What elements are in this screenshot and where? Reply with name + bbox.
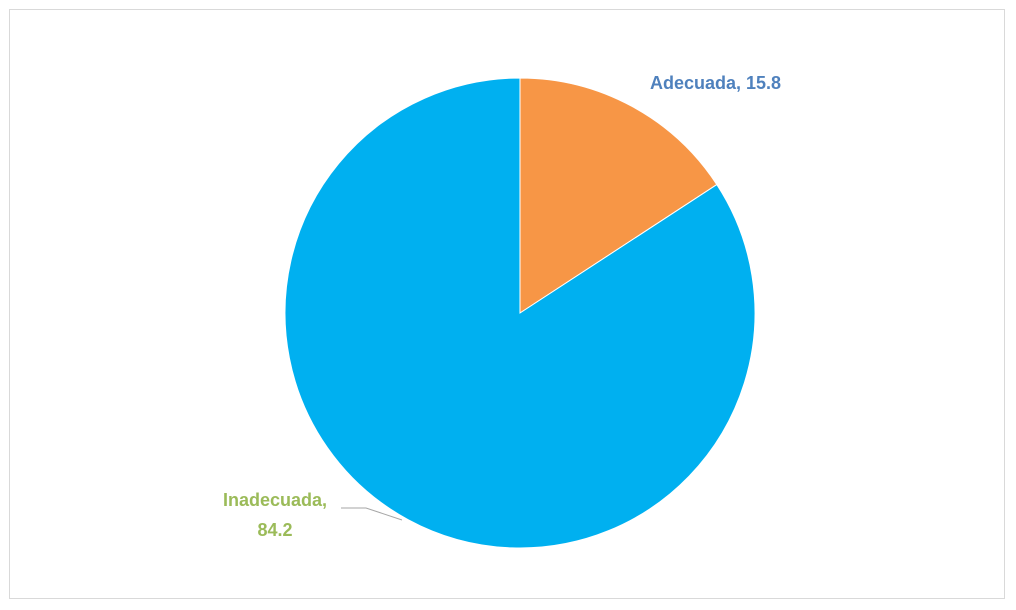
pie-slices: [284, 77, 756, 549]
pie-slice-inadecuada: [284, 77, 756, 549]
label-inadecuada-line1: Inadecuada,: [223, 490, 327, 510]
pie-slice-adecuada: [519, 77, 718, 314]
label-inadecuada-value: 84.2: [257, 520, 292, 540]
label-adecuada: Adecuada, 15.8: [650, 73, 781, 93]
leader-line-inadecuada: [341, 507, 403, 521]
